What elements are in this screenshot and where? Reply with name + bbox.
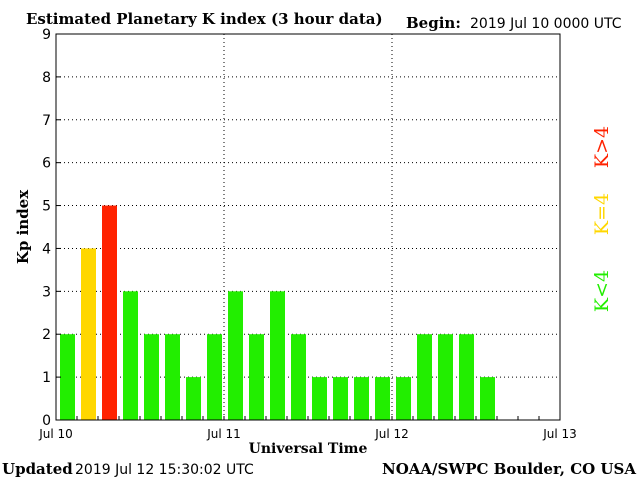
kp-bar [207,334,222,420]
kp-bar [291,334,306,420]
y-tick-label: 0 [42,413,51,429]
kp-bar [312,377,327,420]
x-tick-label: Jul 10 [38,427,73,441]
y-tick-label: 1 [42,370,51,386]
y-tick-label: 5 [42,199,51,215]
legend-low: K<4 [591,270,613,312]
grid-layer [56,34,560,420]
y-tick-label: 9 [42,27,51,43]
kp-bar [81,248,96,420]
y-axis-label: Kp index [14,189,32,264]
plot-frame [55,33,561,421]
bars-layer [60,205,495,420]
kp-bar [123,291,138,420]
kp-bar [270,291,285,420]
kp-bar [186,377,201,420]
kp-bar [480,377,495,420]
kp-bar [396,377,411,420]
kp-bar [144,334,159,420]
kp-bar [102,205,117,420]
updated-label: Updated [2,460,73,478]
kp-bar [417,334,432,420]
y-tick-label: 6 [42,156,51,172]
updated-value: 2019 Jul 12 15:30:02 UTC [75,462,254,478]
y-tick-label: 3 [42,284,51,300]
legend-high: K>4 [591,126,613,168]
x-tick-label: Jul 13 [542,427,577,441]
y-tick-label: 8 [42,70,51,86]
y-tick-label: 7 [42,113,51,129]
chart-title: Estimated Planetary K index (3 hour data… [26,10,383,28]
x-tick-label: Jul 12 [374,427,409,441]
x-tick-label: Jul 11 [206,427,241,441]
axis-layer: 0 1 2 3 4 5 6 7 8 9 Jul 10 Jul 11 Jul 12 Jul 13 [38,27,577,441]
legend-mid: K=4 [591,193,613,235]
y-tick-label: 4 [42,241,51,257]
kp-bar [354,377,369,420]
kp-bar [249,334,264,420]
source-credit: NOAA/SWPC Boulder, CO USA [382,460,636,478]
kp-bar [438,334,453,420]
kp-bar [459,334,474,420]
x-axis-label: Universal Time [249,441,368,457]
y-tick-label: 2 [42,327,51,343]
begin-value: 2019 Jul 10 0000 UTC [470,16,622,32]
begin-label: Begin: [406,14,461,32]
kp-bar [333,377,348,420]
kp-bar [60,334,75,420]
kp-bar [165,334,180,420]
kp-bar [228,291,243,420]
kp-bar [375,377,390,420]
